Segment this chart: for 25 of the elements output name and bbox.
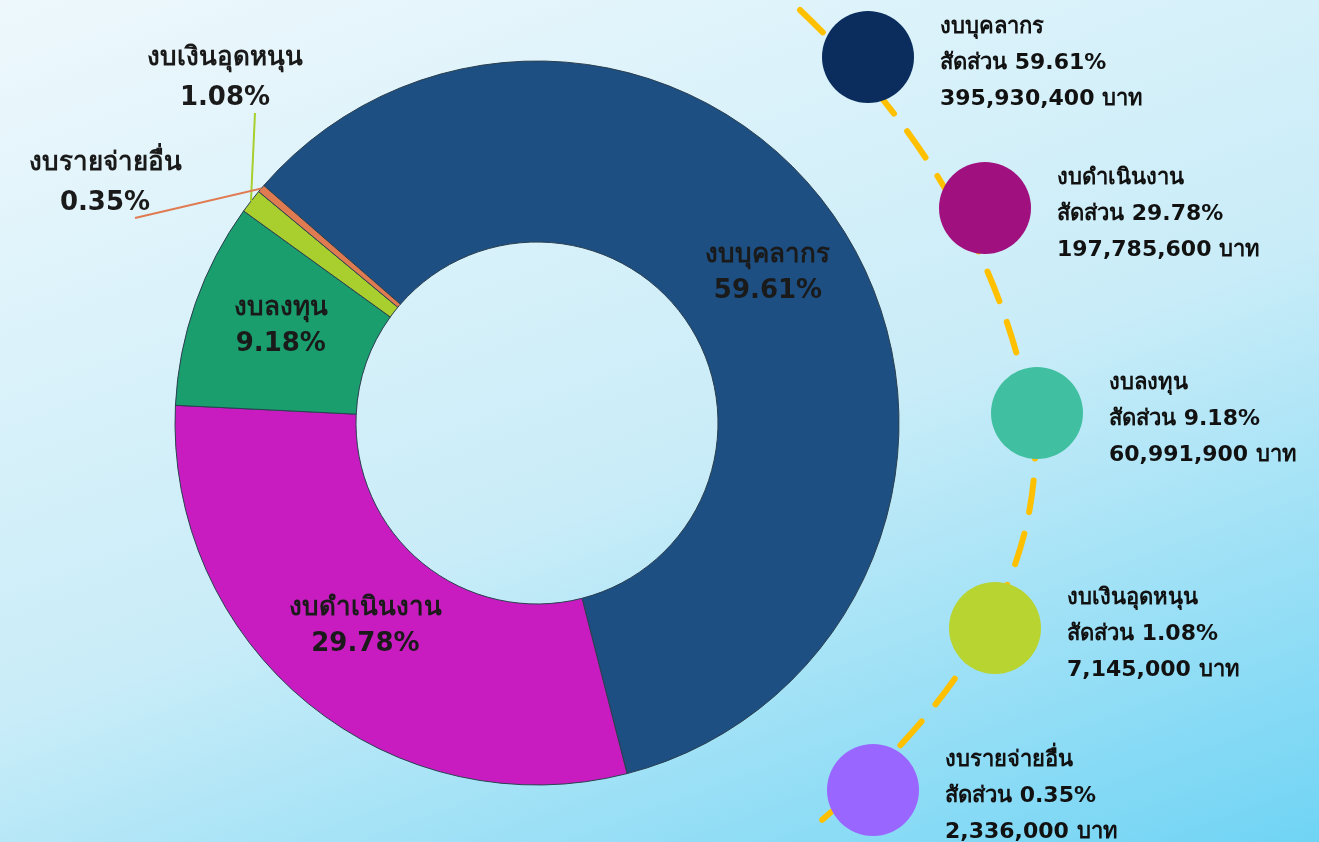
text: งบดำเนินงาน — [1057, 164, 1184, 189]
data-label: 9.18% — [235, 327, 326, 358]
text: 60,991,900 บาท — [1109, 441, 1297, 466]
data-label: 59.61% — [713, 274, 823, 305]
text: งบเงินอุดหนุน — [1067, 584, 1198, 611]
slice-label: งบเงินอุดหนุน — [147, 41, 303, 73]
text: สัดส่วน 29.78% — [1057, 200, 1224, 225]
data-label: 29.78% — [311, 627, 420, 658]
text: งบลงทุน — [1109, 369, 1188, 396]
text: สัดส่วน 59.61% — [940, 49, 1107, 74]
data-label: 0.35% — [59, 186, 151, 216]
text: 197,785,600 บาท — [1057, 236, 1261, 261]
text: 395,930,400 บาท — [940, 85, 1144, 110]
slice-label: งบรายจ่ายอื่น — [28, 142, 182, 176]
text: งบรายจ่ายอื่น — [945, 742, 1073, 771]
text: 2,336,000 บาท — [945, 818, 1118, 842]
slice-label: งบบุคลากร — [705, 238, 831, 271]
text: สัดส่วน 9.18% — [1109, 405, 1260, 430]
text: สัดส่วน 1.08% — [1067, 620, 1218, 645]
text: สัดส่วน 0.35% — [945, 782, 1096, 807]
data-label: 1.08% — [179, 81, 271, 111]
text: 7,145,000 บาท — [1067, 656, 1240, 681]
slice-label: งบดำเนินงาน — [288, 591, 442, 622]
slice-label: งบลงทุน — [233, 291, 328, 324]
text: งบบุคลากร — [940, 13, 1044, 40]
